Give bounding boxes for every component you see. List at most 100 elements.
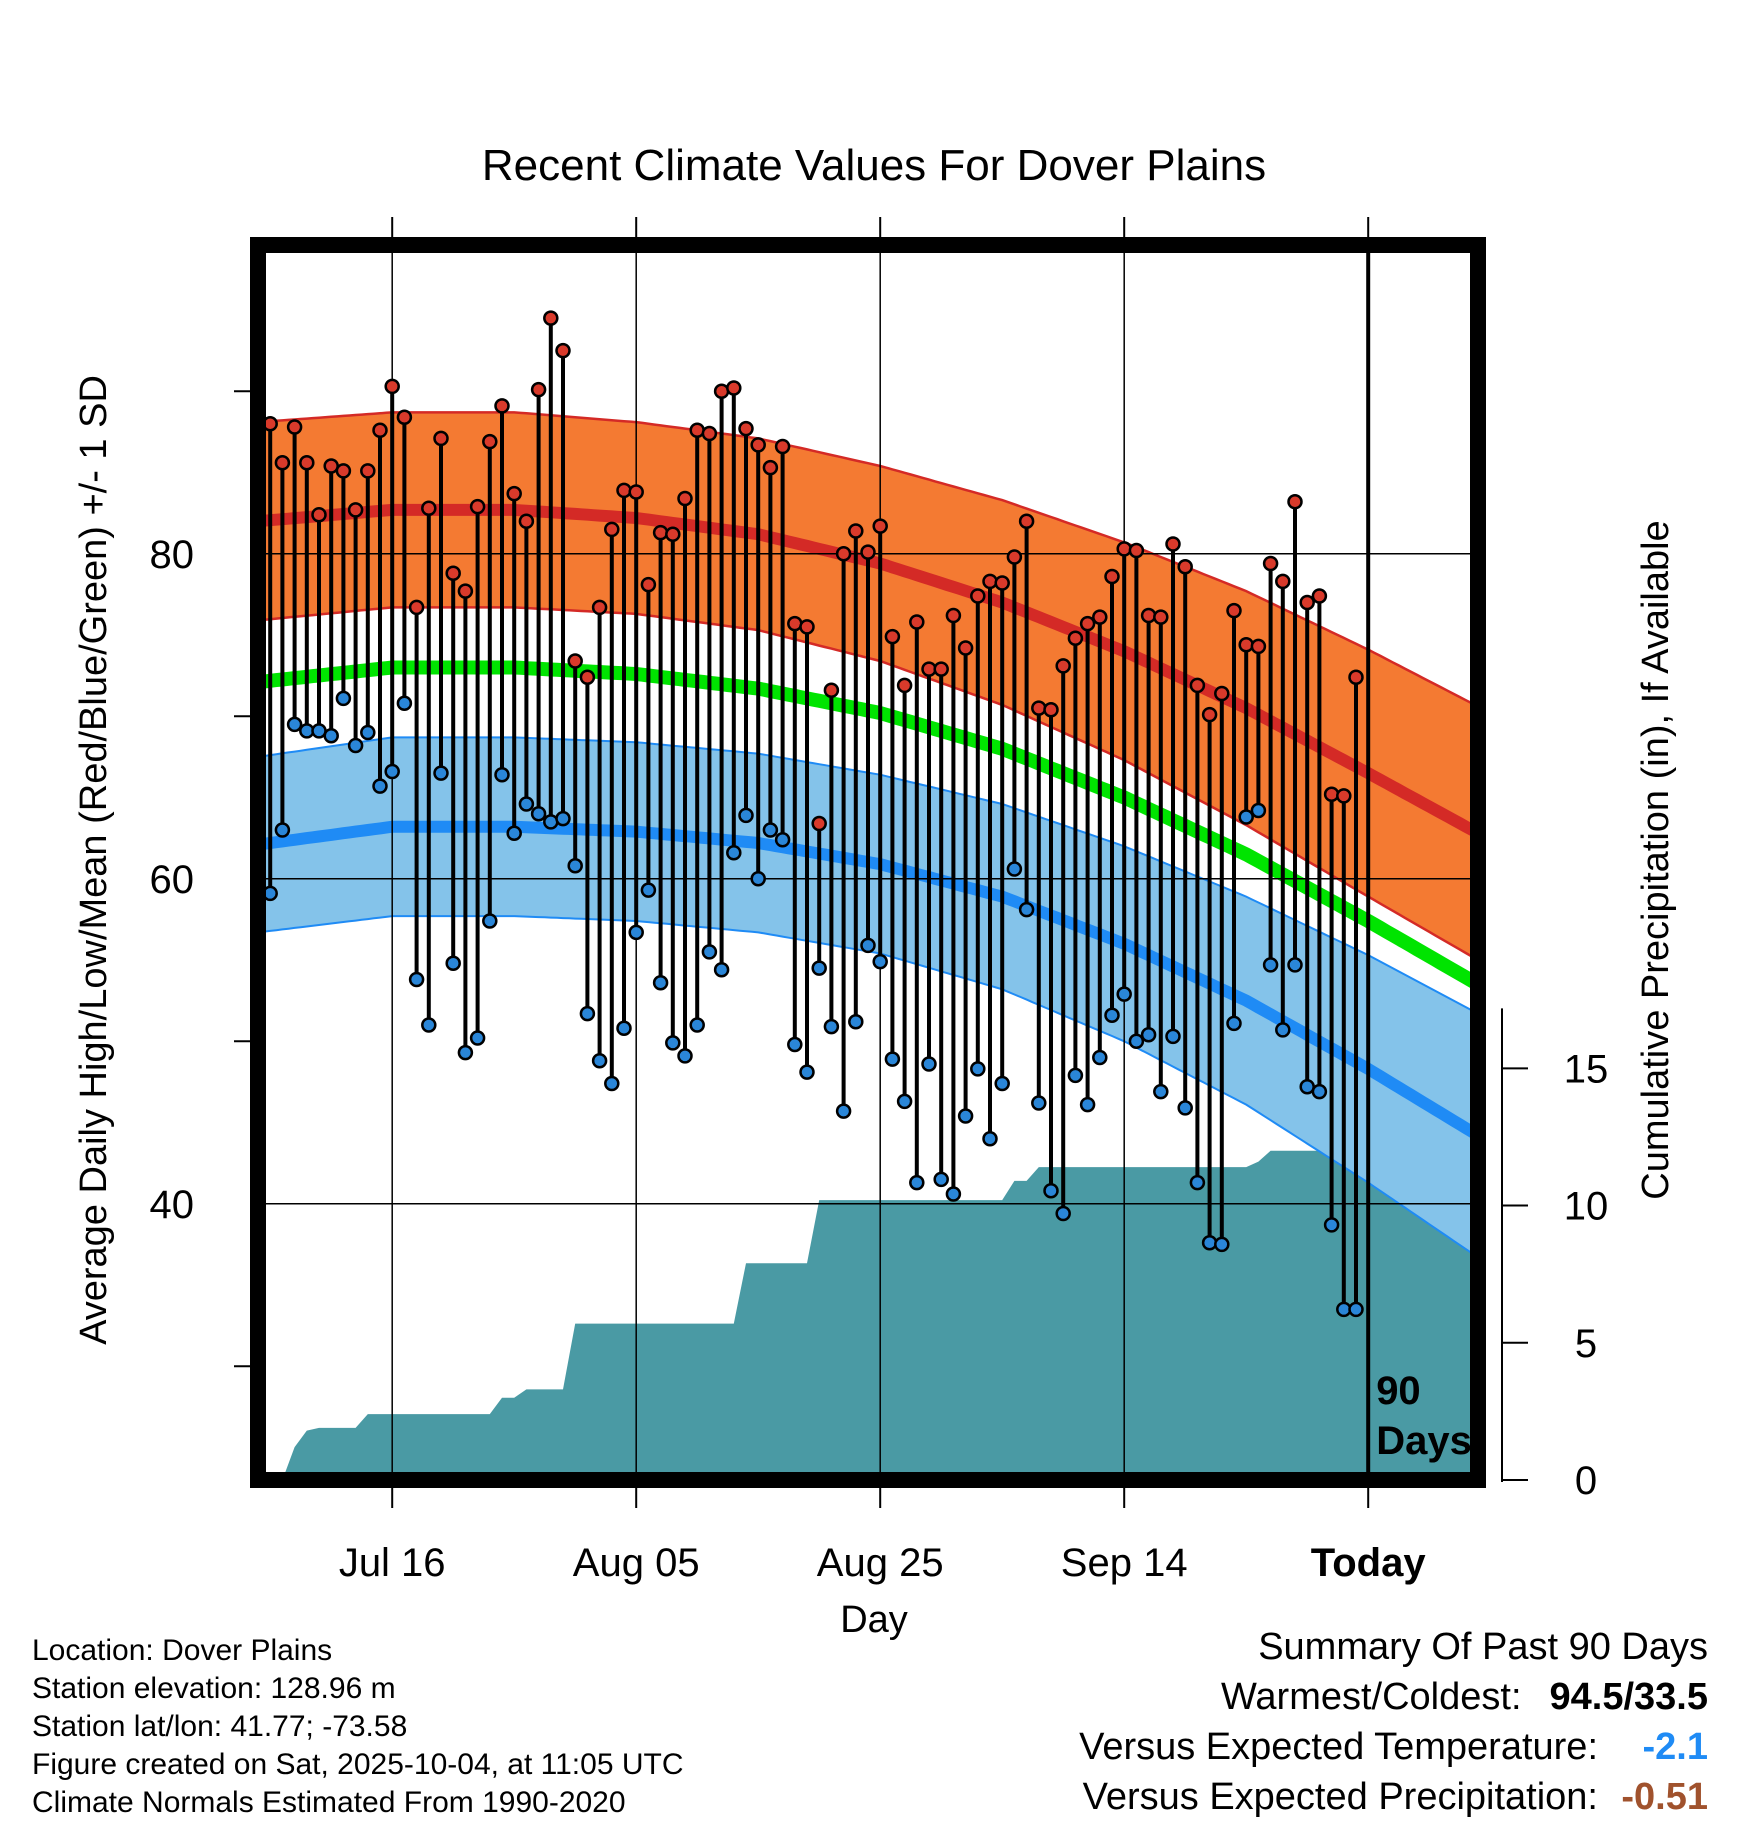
- daily-low-point: [1116, 986, 1132, 1002]
- daily-high-point: [274, 455, 291, 471]
- daily-low-point: [1067, 1067, 1084, 1084]
- y-tick-label: 80: [150, 533, 195, 577]
- daily-low-point: [701, 944, 718, 960]
- daily-low-point: [1287, 957, 1303, 973]
- daily-low-point: [1153, 1083, 1169, 1100]
- today-marker-label: 90: [1376, 1369, 1421, 1413]
- daily-high-point: [518, 513, 535, 529]
- daily-high-point: [1250, 638, 1267, 655]
- daily-low-point: [762, 822, 779, 838]
- daily-high-point: [1092, 609, 1108, 625]
- daily-low-point: [1275, 1022, 1291, 1038]
- x-tick-label: Sep 14: [1061, 1541, 1188, 1585]
- y2-tick-label: 10: [1564, 1185, 1609, 1229]
- daily-low-point: [335, 690, 352, 707]
- daily-low-point: [957, 1108, 974, 1124]
- daily-low-point: [628, 924, 644, 941]
- x-tick-label: Jul 16: [339, 1541, 446, 1585]
- y-tick-label: 60: [150, 858, 195, 902]
- daily-high-point: [457, 583, 474, 599]
- y-tick-label: 40: [150, 1183, 195, 1227]
- daily-high-point: [1189, 677, 1206, 694]
- daily-low-point: [591, 1053, 608, 1069]
- daily-high-point: [799, 619, 815, 635]
- info-created: Figure created on Sat, 2025-10-04, at 11…: [32, 1748, 684, 1781]
- daily-high-point: [408, 599, 425, 616]
- daily-high-point: [384, 378, 400, 395]
- plot-area: 90 Days 40 60 80 0 5 10 15 Jul 16 Aug 05 Aug 25 Sep …: [150, 217, 1609, 1585]
- daily-high-point: [372, 422, 388, 438]
- daily-high-point: [1201, 706, 1218, 723]
- daily-high-point: [604, 521, 620, 538]
- daily-high-point: [738, 420, 754, 437]
- daily-high-point: [970, 588, 986, 604]
- info-elevation: Station elevation: 128.96 m: [32, 1672, 396, 1705]
- daily-low-point: [469, 1030, 486, 1046]
- daily-high-point: [652, 524, 669, 541]
- daily-high-point: [1067, 630, 1084, 646]
- daily-low-point: [482, 913, 498, 929]
- daily-low-point: [665, 1035, 681, 1051]
- daily-high-point: [530, 381, 547, 398]
- daily-high-point: [335, 463, 352, 479]
- daily-low-point: [396, 695, 413, 711]
- daily-low-point: [787, 1036, 803, 1053]
- daily-high-point: [665, 526, 681, 542]
- daily-low-point: [1323, 1217, 1340, 1233]
- daily-low-point: [1201, 1235, 1218, 1251]
- precip-value: -0.51: [1621, 1776, 1708, 1818]
- daily-high-point: [726, 380, 742, 396]
- daily-high-point: [713, 383, 730, 399]
- daily-low-point: [567, 858, 583, 874]
- daily-high-point: [823, 682, 840, 698]
- daily-high-point: [579, 669, 596, 685]
- daily-high-point: [689, 422, 705, 438]
- daily-low-point: [921, 1056, 937, 1072]
- daily-low-point: [1348, 1301, 1364, 1318]
- summary-panel: Summary Of Past 90 Days Warmest/Coldest:…: [1079, 1622, 1708, 1822]
- daily-high-point: [896, 677, 913, 694]
- daily-high-point: [1323, 786, 1340, 802]
- daily-low-point: [1079, 1096, 1096, 1113]
- daily-low-point: [1055, 1205, 1071, 1222]
- daily-low-point: [823, 1018, 840, 1035]
- daily-high-point: [396, 409, 413, 425]
- daily-high-point: [1128, 542, 1145, 559]
- daily-low-point: [445, 955, 461, 971]
- daily-high-point: [1262, 555, 1279, 572]
- daily-high-point: [555, 342, 571, 359]
- daily-low-point: [616, 1020, 632, 1036]
- daily-high-point: [872, 518, 888, 534]
- daily-low-point: [604, 1075, 620, 1092]
- plot-inner: 90 Days: [258, 245, 1478, 1480]
- daily-high-point: [567, 653, 583, 669]
- daily-low-point: [945, 1186, 962, 1202]
- daily-low-point: [286, 716, 303, 733]
- x-tick-label: Aug 05: [573, 1541, 700, 1585]
- info-latlon: Station lat/lon: 41.77; -73.58: [32, 1710, 408, 1743]
- daily-low-point: [750, 871, 766, 887]
- summary-temp: Versus Expected Temperature: -2.1: [1079, 1722, 1708, 1772]
- daily-high-point: [433, 430, 449, 447]
- daily-high-point: [506, 485, 522, 502]
- daily-high-point: [628, 484, 644, 500]
- daily-low-point: [506, 825, 522, 841]
- summary-heading: Summary Of Past 90 Days: [1258, 1626, 1708, 1668]
- daily-low-point: [811, 960, 827, 976]
- warm-cold-value: 94.5/33.5: [1549, 1676, 1708, 1718]
- daily-low-point: [799, 1064, 815, 1080]
- daily-high-point: [1055, 658, 1071, 674]
- daily-high-point: [1018, 513, 1035, 529]
- info-location: Location: Dover Plains: [32, 1634, 333, 1667]
- daily-low-point: [543, 814, 559, 830]
- daily-high-point: [469, 498, 486, 515]
- y2-tick-label: 0: [1575, 1459, 1597, 1503]
- daily-high-point: [1336, 788, 1352, 804]
- daily-high-point: [640, 576, 657, 593]
- daily-high-point: [1079, 615, 1096, 632]
- daily-low-point: [677, 1048, 693, 1064]
- daily-low-point: [457, 1044, 474, 1061]
- daily-low-point: [1043, 1183, 1059, 1199]
- daily-high-point: [677, 490, 693, 507]
- daily-high-point: [762, 459, 779, 476]
